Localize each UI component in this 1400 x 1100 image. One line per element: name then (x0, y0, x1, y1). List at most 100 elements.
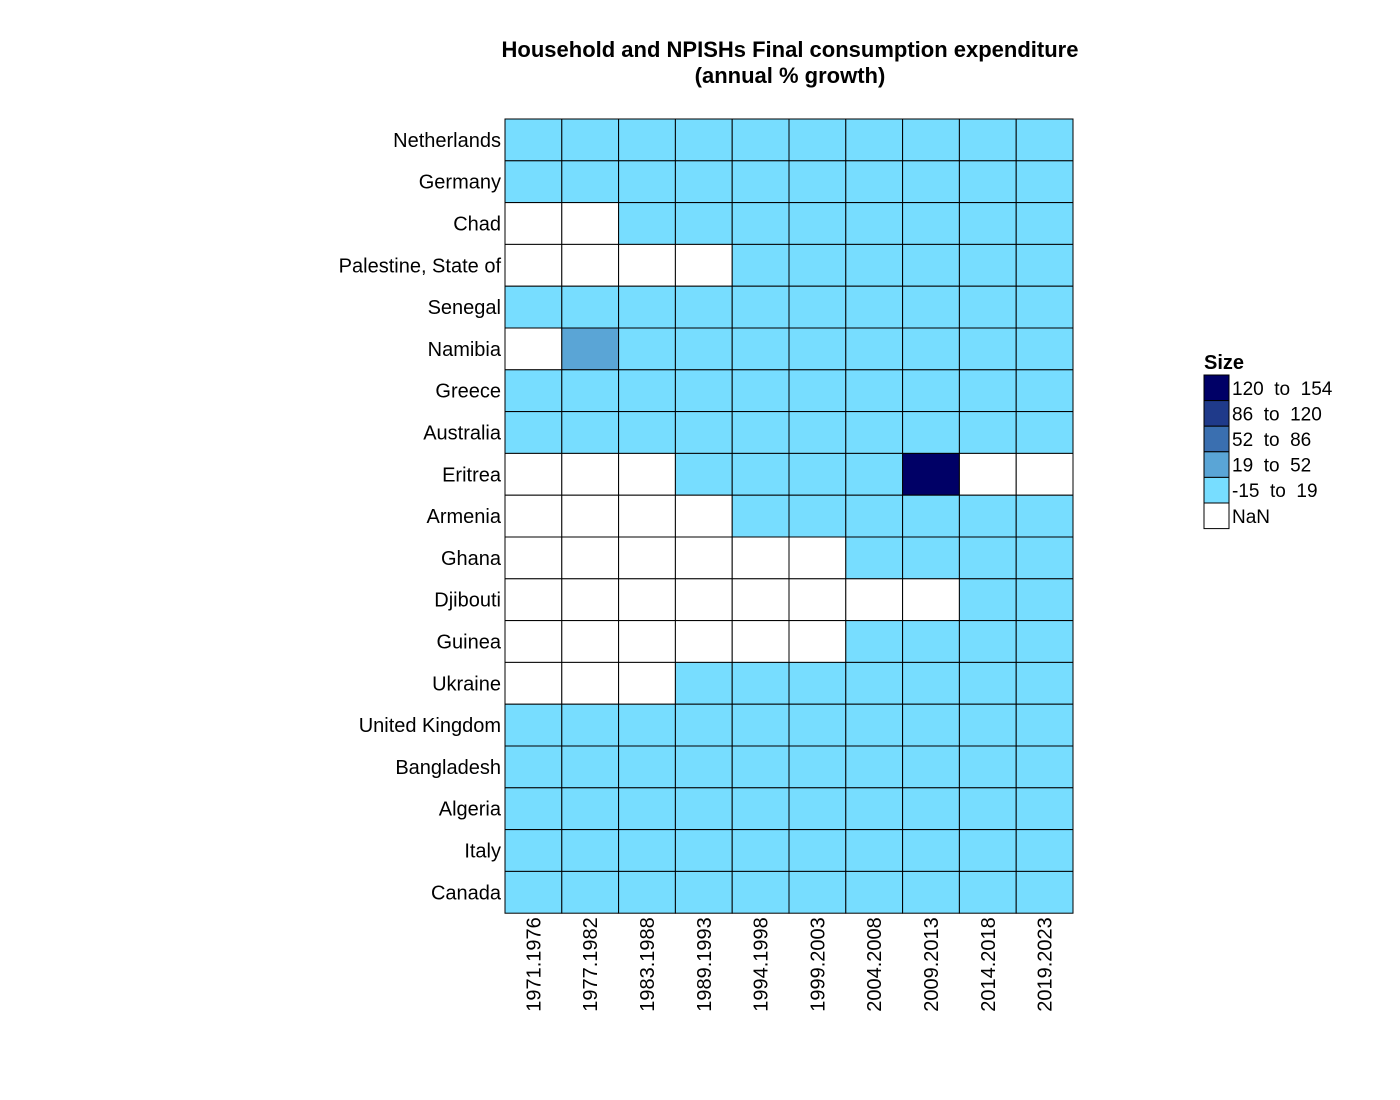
heatmap-cell (674, 745, 733, 789)
heatmap-cell (731, 578, 790, 622)
heatmap-cell (618, 452, 676, 496)
legend-swatch (1203, 374, 1230, 402)
heatmap-cell (504, 745, 563, 789)
heatmap-cell (1015, 202, 1074, 245)
heatmap-cell (618, 369, 676, 413)
heatmap-cell (731, 243, 790, 287)
column-label: 2014.2018 (978, 917, 1000, 1012)
heatmap-cell (731, 829, 790, 872)
legend-swatch (1203, 425, 1230, 453)
heatmap-cell (788, 411, 847, 454)
heatmap-cell (958, 160, 1017, 204)
row-label: Netherlands (393, 130, 501, 152)
heatmap-cell (902, 118, 960, 162)
heatmap-cell (504, 369, 563, 413)
heatmap-cell (1015, 745, 1074, 789)
row-label: Australia (423, 423, 502, 445)
heatmap-cell (674, 160, 733, 204)
heatmap-cell (902, 369, 960, 413)
heatmap-cell (731, 202, 790, 245)
heatmap-cell (561, 452, 620, 496)
heatmap-cell (958, 703, 1017, 747)
row-label: Palestine, State of (339, 255, 502, 277)
heatmap-cell (845, 536, 904, 580)
heatmap-cell (1015, 536, 1074, 580)
heatmap-cell (958, 243, 1017, 287)
heatmap-cell (958, 536, 1017, 580)
heatmap-cell (845, 118, 904, 162)
heatmap-cell (618, 829, 676, 872)
row-label: Guinea (437, 632, 502, 654)
heatmap-cell (674, 578, 733, 622)
heatmap-cell (788, 452, 847, 496)
heatmap-cell (731, 661, 790, 705)
heatmap-cell (731, 118, 790, 162)
heatmap-cell (1015, 620, 1074, 663)
row-label: Ukraine (432, 673, 501, 695)
heatmap-cell (618, 578, 676, 622)
heatmap-cell (561, 787, 620, 831)
legend-label: 120 to 154 (1232, 379, 1333, 400)
heatmap-cell (788, 536, 847, 580)
heatmap-cell (958, 369, 1017, 413)
heatmap-cell (561, 160, 620, 204)
heatmap-cell (504, 661, 563, 705)
heatmap-cell (788, 578, 847, 622)
heatmap-cell (561, 327, 620, 371)
heatmap-cell (561, 411, 620, 454)
heatmap-cell (845, 160, 904, 204)
heatmap-cell (788, 202, 847, 245)
heatmap-cell (504, 452, 563, 496)
heatmap-cell (618, 870, 676, 914)
heatmap-cell (1015, 494, 1074, 538)
heatmap-cell (788, 870, 847, 914)
heatmap-cell (561, 745, 620, 789)
heatmap-cell (561, 536, 620, 580)
heatmap-cell (504, 494, 563, 538)
heatmap-cell (958, 118, 1017, 162)
row-label: Greece (435, 381, 501, 403)
heatmap-cell (731, 745, 790, 789)
heatmap-cell (731, 160, 790, 204)
column-label: 1999.2003 (807, 917, 829, 1012)
heatmap-cell (845, 243, 904, 287)
heatmap-cell (845, 620, 904, 663)
heatmap-cell (731, 870, 790, 914)
heatmap-cell (1015, 452, 1074, 496)
heatmap-cell (788, 620, 847, 663)
heatmap-cell (958, 620, 1017, 663)
heatmap-cell (674, 829, 733, 872)
heatmap-cell (731, 620, 790, 663)
heatmap-cell (958, 870, 1017, 914)
column-label: 2009.2013 (921, 917, 943, 1012)
heatmap-cell (618, 787, 676, 831)
row-label: United Kingdom (359, 715, 501, 737)
legend-title: Size (1204, 352, 1244, 374)
heatmap-cell (674, 118, 733, 162)
heatmap-cell (618, 285, 676, 329)
heatmap-cell (618, 160, 676, 204)
legend-swatch (1203, 400, 1230, 427)
heatmap-cell (788, 494, 847, 538)
heatmap-cell (1015, 829, 1074, 872)
heatmap-cell (1015, 327, 1074, 371)
heatmap-cell (674, 369, 733, 413)
heatmap-cell (504, 160, 563, 204)
heatmap-cell (902, 243, 960, 287)
legend-swatch (1203, 502, 1230, 530)
row-label: Canada (431, 882, 502, 904)
heatmap-cell (504, 118, 563, 162)
legend-label: 19 to 52 (1232, 456, 1311, 477)
heatmap-cell (958, 202, 1017, 245)
column-label: 1983.1988 (637, 917, 659, 1012)
heatmap-cell (561, 829, 620, 872)
heatmap-cell (845, 661, 904, 705)
legend-swatch (1203, 451, 1230, 478)
heatmap-cell (788, 160, 847, 204)
heatmap-cell (674, 620, 733, 663)
heatmap-cell (902, 452, 960, 496)
column-label: 2004.2008 (864, 917, 886, 1012)
heatmap-cell (788, 787, 847, 831)
heatmap-cell (902, 661, 960, 705)
